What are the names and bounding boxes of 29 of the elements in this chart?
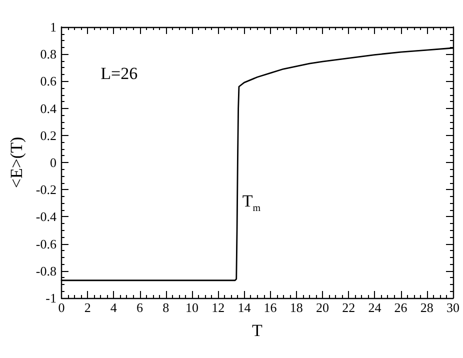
y-tick-label: -1 — [46, 290, 56, 306]
y-axis-title: <E>(T) — [7, 136, 26, 188]
annotation: L=26 — [100, 64, 138, 83]
y-tick-label: 0.8 — [40, 46, 56, 62]
x-tick-label: 12 — [212, 300, 225, 315]
y-tick-label: -0.6 — [36, 236, 57, 252]
x-tick-label: 28 — [420, 300, 434, 315]
x-tick-label: 22 — [342, 300, 356, 315]
x-tick-label: 8 — [162, 300, 170, 315]
x-tick-label: 6 — [136, 300, 144, 315]
y-tick-label: -0.2 — [36, 182, 56, 198]
y-tick-label: 0 — [50, 155, 56, 170]
y-tick-label: 0.6 — [40, 74, 57, 89]
x-tick-label: 24 — [368, 300, 382, 315]
x-tick-label: 30 — [446, 300, 460, 315]
x-tick-label: 16 — [264, 300, 278, 315]
x-tick-label: 2 — [84, 300, 91, 315]
y-tick-label: -0.8 — [36, 263, 56, 278]
x-tick-label: 10 — [185, 300, 198, 315]
x-tick-label: 20 — [316, 300, 329, 315]
x-tick-label: 14 — [238, 300, 252, 315]
y-tick-label: -0.4 — [36, 209, 57, 224]
y-tick-label: 0.2 — [40, 128, 56, 143]
x-tick-label: 4 — [110, 300, 118, 315]
y-tick-label: 1 — [50, 20, 56, 34]
x-tick-label: 18 — [290, 300, 303, 315]
x-axis-title: T — [252, 321, 264, 340]
y-tick-label: 0.4 — [40, 100, 57, 116]
x-tick-label: 26 — [394, 300, 408, 315]
